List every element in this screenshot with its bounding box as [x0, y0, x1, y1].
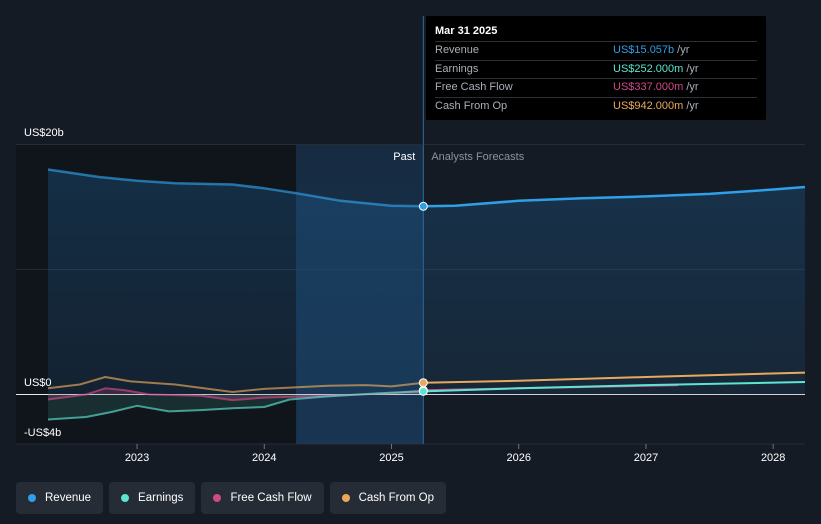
x-tick-label: 2024 [252, 452, 276, 464]
x-tick-label: 2025 [379, 452, 403, 464]
legend: Revenue Earnings Free Cash Flow Cash From O… [16, 482, 447, 514]
tooltip-row: Free Cash Flow US$337.000m/yr [435, 79, 757, 98]
tooltip: Mar 31 2025 Revenue US$15.057b/yr Earnings… [426, 16, 766, 120]
tooltip-row-value: US$942.000m [613, 99, 684, 112]
tooltip-date: Mar 31 2025 [435, 24, 757, 42]
x-tick-label: 2028 [761, 452, 785, 464]
series-marker-revenue [418, 201, 428, 211]
series-area-free-cash-flow [48, 388, 424, 401]
tooltip-row: Cash From Op US$942.000m/yr [435, 98, 757, 116]
y-tick-label: US$0 [24, 377, 52, 389]
legend-dot-icon [28, 494, 36, 502]
tooltip-row-unit: /yr [686, 81, 699, 93]
legend-label: Revenue [45, 492, 92, 504]
legend-dot-icon [341, 494, 350, 502]
legend-label: Cash From Op [358, 492, 435, 504]
x-tick-label: 2027 [634, 452, 658, 464]
revenue-area [48, 169, 805, 395]
legend-dot-icon [213, 494, 222, 502]
legend-label: Free Cash Flow [230, 492, 312, 504]
tooltip-row: Earnings US$252.000m/yr [435, 61, 757, 79]
legend-item-cash-from-op[interactable]: Cash From Op [329, 482, 447, 514]
legend-item-earnings[interactable]: Earnings [109, 482, 196, 514]
x-tick-label: 2023 [125, 452, 149, 464]
tooltip-row-unit: /yr [686, 62, 699, 75]
y-tick-label: -US$4b [24, 427, 61, 439]
y-tick-label: US$20b [24, 127, 64, 139]
tooltip-row-unit: /yr [677, 44, 690, 56]
series-line-cash-from-op-past [47, 376, 424, 393]
tooltip-row-value: US$252.000m [613, 62, 684, 75]
forecast-label: Analysts Forecasts [431, 151, 524, 163]
legend-label: Earnings [138, 492, 184, 504]
tooltip-row-unit: /yr [686, 99, 699, 112]
series-marker-cash-from-op [418, 378, 428, 388]
series-line-earnings-forecast [423, 381, 806, 393]
past-label: Past [393, 151, 415, 163]
x-tick-label: 2026 [506, 452, 530, 464]
legend-item-revenue[interactable]: Revenue [16, 482, 104, 514]
tooltip-row-name: Revenue [435, 44, 480, 56]
tooltip-row-value: US$15.057b [613, 44, 675, 56]
series-marker-earnings [418, 386, 428, 396]
tooltip-row-value: US$337.000m [613, 81, 684, 93]
series-line-cash-from-op-forecast [423, 371, 806, 384]
series-line-revenue-past [47, 168, 424, 208]
legend-item-free-cash-flow[interactable]: Free Cash Flow [201, 482, 324, 514]
tooltip-row-name: Earnings [435, 62, 479, 75]
series-line-earnings-past [47, 390, 424, 421]
legend-dot-icon [121, 494, 130, 502]
tooltip-row-name: Free Cash Flow [435, 81, 513, 93]
tooltip-row: Revenue US$15.057b/yr [435, 42, 757, 61]
tooltip-row-name: Cash From Op [435, 99, 508, 112]
series-line-revenue-forecast [423, 185, 806, 208]
series-area-earnings [48, 391, 424, 420]
